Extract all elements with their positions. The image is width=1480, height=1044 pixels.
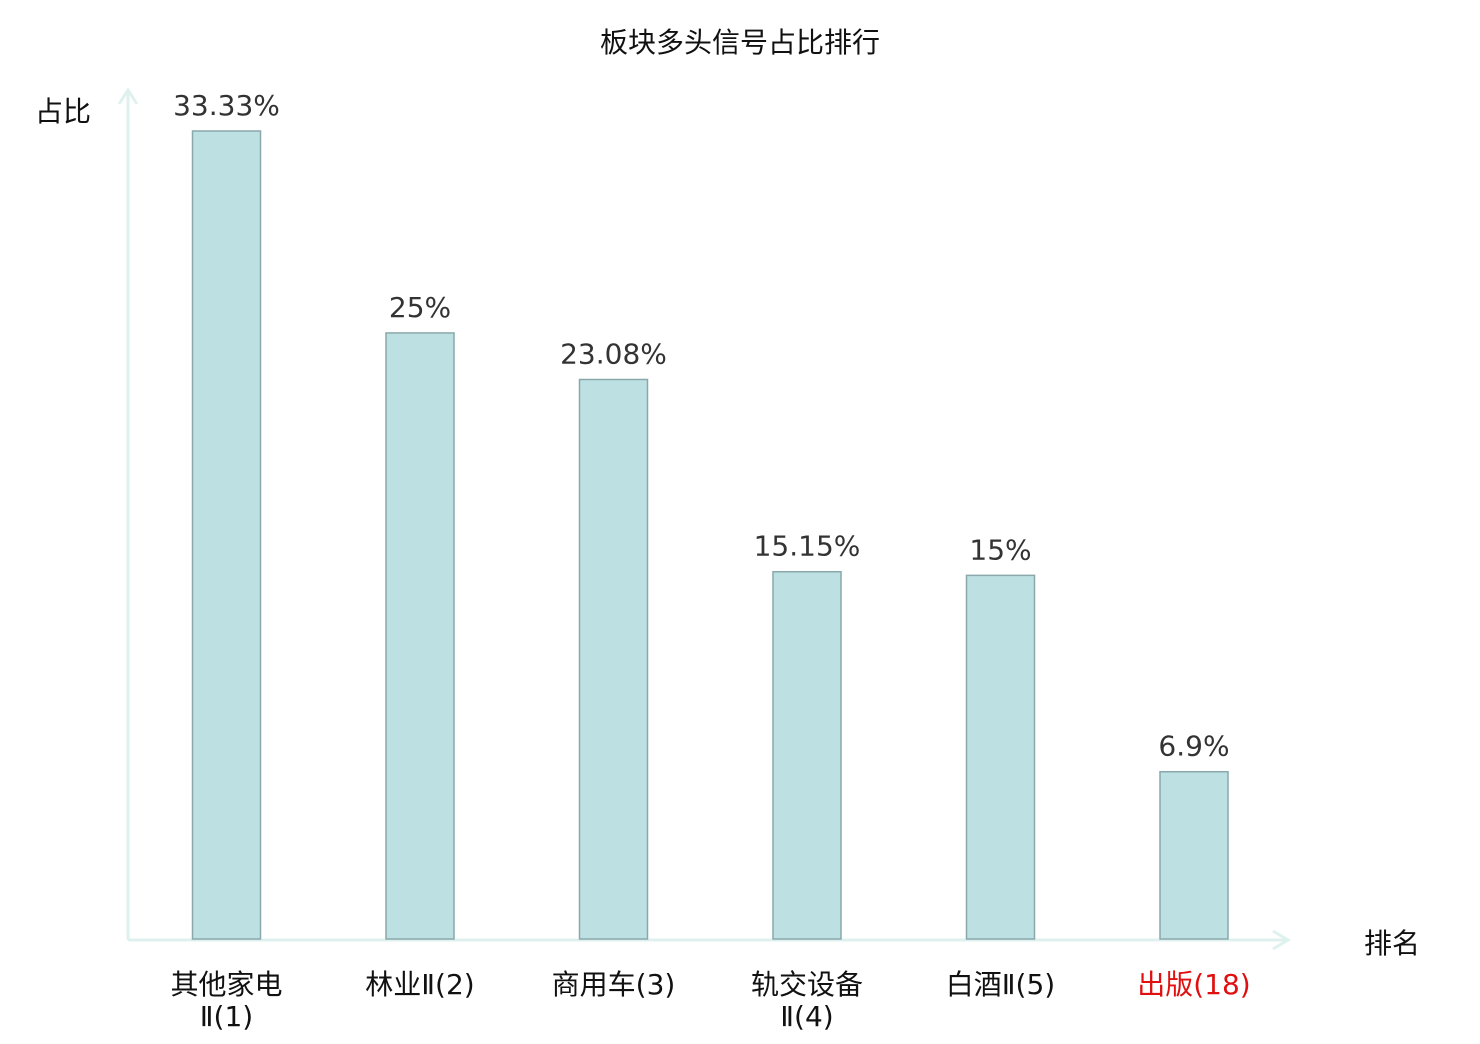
x-tick-label: 轨交设备 (751, 968, 863, 1001)
bar (191, 130, 262, 940)
x-tick-label: 其他家电 (170, 968, 282, 1001)
y-axis-label: 占比 (35, 95, 91, 128)
bar (385, 332, 455, 940)
axes (117, 87, 1291, 951)
bar (578, 378, 649, 940)
bar-value-label: 15.15% (754, 530, 861, 563)
bar (965, 574, 1036, 940)
x-tick-label: 林业Ⅱ(2) (365, 968, 474, 1001)
y-axis-arrowhead (117, 87, 139, 105)
value-labels-group: 33.33% 25% 23.08% 15.15% 15% 6.9% (173, 89, 1229, 763)
x-tick-label: 商用车(3) (552, 968, 676, 1001)
x-tick-label: 白酒Ⅱ(5) (946, 968, 1055, 1001)
bars-group (191, 130, 1229, 940)
x-tick-label: Ⅱ(4) (780, 1000, 833, 1033)
chart-title: 板块多头信号占比排行 (600, 26, 880, 59)
x-tick-label: 出版(18) (1137, 968, 1250, 1001)
bar (1159, 770, 1229, 940)
x-tick-label: Ⅱ(1) (200, 1000, 253, 1033)
bar-value-label: 15% (969, 533, 1031, 566)
x-axis-arrowhead (1272, 929, 1291, 951)
bar-value-label: 6.9% (1158, 730, 1229, 763)
x-axis-label: 排名 (1364, 927, 1420, 960)
bar-value-label: 23.08% (560, 337, 667, 370)
bar-value-label: 33.33% (173, 89, 280, 122)
bar (772, 570, 842, 940)
bar-value-label: 25% (389, 291, 451, 324)
